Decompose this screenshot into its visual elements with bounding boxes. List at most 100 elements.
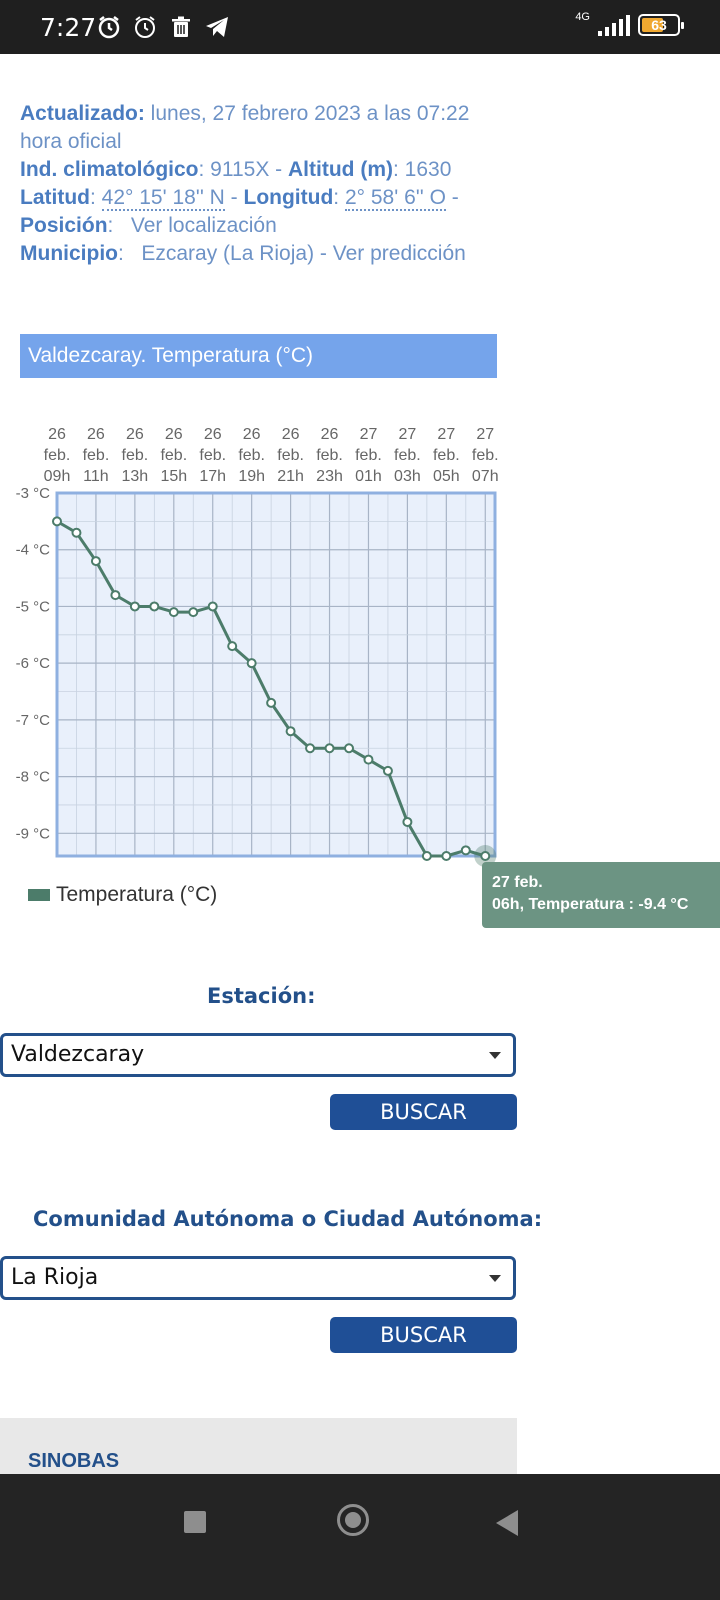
- home-circle-icon[interactable]: [337, 1504, 369, 1536]
- battery-fill: [642, 18, 663, 32]
- municipality-line: Municipio: Ezcaray (La Rioja) - Ver pred…: [20, 242, 466, 265]
- chart-title: Valdezcaray. Temperatura (°C): [20, 334, 497, 378]
- community-label: Comunidad Autónoma o Ciudad Autónoma:: [33, 1207, 543, 1231]
- y-tick-label: -6 °C: [16, 655, 51, 672]
- x-tick-label: 19h: [238, 468, 265, 485]
- data-point: [110, 590, 121, 601]
- updated-value: lunes, 27 febrero 2023 a las 07:22 hora …: [20, 102, 470, 153]
- y-tick-label: -9 °C: [16, 825, 51, 842]
- status-time: 7:27: [40, 13, 97, 42]
- data-point: [52, 516, 62, 527]
- y-tick-label: -8 °C: [16, 769, 51, 786]
- battery-level: 63: [651, 17, 667, 33]
- recents-square-icon[interactable]: [184, 1511, 206, 1533]
- legend-label: Temperatura (°C): [56, 883, 218, 906]
- x-tick-label: 26: [243, 426, 261, 443]
- y-tick-label: -5 °C: [16, 598, 51, 615]
- climatological-value: : 9115X -: [198, 158, 289, 181]
- data-point: [480, 851, 491, 861]
- x-tick-label: feb.: [199, 447, 226, 464]
- chart-legend[interactable]: Temperatura (°C): [28, 883, 217, 907]
- x-tick-label: 27: [437, 426, 455, 443]
- x-tick-label: feb.: [316, 447, 343, 464]
- x-tick-label: 27: [399, 426, 417, 443]
- position-label: Posición: [20, 214, 108, 237]
- data-point: [324, 743, 335, 754]
- data-point: [421, 851, 432, 861]
- x-tick-label: 27: [360, 426, 378, 443]
- position-line: Posición: Ver localización: [20, 214, 277, 237]
- municipality-link[interactable]: Ezcaray (La Rioja) - Ver predicción: [141, 242, 466, 265]
- x-tick-label: feb.: [433, 447, 460, 464]
- station-search-button[interactable]: BUSCAR: [330, 1094, 517, 1130]
- trash-icon: [168, 14, 194, 40]
- data-point: [246, 658, 257, 669]
- tooltip-date: 27 feb.: [492, 874, 543, 891]
- coordinates-line: Latitud: 42° 15' 18'' N - Longitud: 2° 5…: [20, 186, 459, 211]
- climatological-line: Ind. climatológico: 9115X - Altitud (m):…: [20, 156, 500, 184]
- data-point: [168, 607, 179, 618]
- x-tick-label: 26: [321, 426, 339, 443]
- legend-swatch: [28, 889, 50, 901]
- longitude-value: 2° 58' 6'' O: [344, 186, 446, 211]
- altitude-value: : 1630: [393, 158, 452, 181]
- x-tick-label: 26: [87, 426, 105, 443]
- tooltip-value: 06h, Temperatura : -9.4 °C: [492, 896, 689, 913]
- signal-icon: [598, 14, 630, 36]
- y-tick-label: -7 °C: [16, 712, 51, 729]
- data-point: [363, 754, 374, 765]
- x-tick-label: 17h: [199, 468, 226, 485]
- data-point: [441, 851, 452, 861]
- status-bar: 7:27 4G 63: [0, 0, 720, 54]
- data-point: [149, 601, 160, 612]
- data-point: [207, 601, 218, 612]
- chart-tooltip: 27 feb. 06h, Temperatura : -9.4 °C: [482, 862, 720, 928]
- community-selected-value: La Rioja: [11, 1265, 99, 1290]
- alarm-icon: [132, 14, 158, 40]
- x-tick-label: feb.: [277, 447, 304, 464]
- x-tick-label: 26: [48, 426, 66, 443]
- altitude-label: Altitud (m): [288, 158, 393, 181]
- data-point: [188, 607, 199, 618]
- plot-border: [55, 491, 497, 858]
- longitude-label: Longitud: [243, 186, 334, 209]
- x-tick-label: 15h: [160, 468, 187, 485]
- sinobas-section[interactable]: SINOBAS: [0, 1418, 517, 1474]
- x-tick-label: 11h: [83, 468, 109, 485]
- data-point: [344, 743, 354, 754]
- x-tick-label: 07h: [472, 468, 499, 485]
- chevron-down-icon: [489, 1052, 501, 1059]
- x-tick-label: 13h: [122, 468, 149, 485]
- navigation-bar: [0, 1474, 720, 1600]
- x-tick-label: 26: [204, 426, 222, 443]
- data-point: [266, 697, 277, 708]
- community-search-button[interactable]: BUSCAR: [330, 1317, 517, 1353]
- data-point: [382, 765, 393, 776]
- latitude-label: Latitud: [20, 186, 90, 209]
- data-point: [305, 743, 316, 754]
- station-label: Estación:: [207, 984, 316, 1008]
- x-tick-label: 21h: [277, 468, 304, 485]
- station-selected-value: Valdezcaray: [11, 1042, 145, 1067]
- back-triangle-icon[interactable]: [496, 1510, 518, 1536]
- x-tick-label: 09h: [44, 468, 71, 485]
- battery-icon: 63: [638, 14, 684, 36]
- municipality-label: Municipio: [20, 242, 118, 265]
- x-tick-label: 01h: [355, 468, 382, 485]
- x-tick-label: feb.: [122, 447, 149, 464]
- sinobas-link[interactable]: SINOBAS: [28, 1450, 120, 1472]
- station-info: Actualizado: lunes, 27 febrero 2023 a la…: [20, 100, 500, 268]
- status-system-icons: 4G 63: [575, 11, 684, 36]
- data-point: [129, 601, 140, 612]
- latitude-value: 42° 15' 18'' N: [101, 186, 225, 211]
- x-tick-label: feb.: [238, 447, 265, 464]
- community-select[interactable]: La Rioja: [0, 1256, 516, 1300]
- temperature-chart[interactable]: 26 feb. 09h 26 feb. 11h 26 feb. 13h 26 feb. 15h 26 fe…: [0, 415, 720, 945]
- data-point: [227, 641, 238, 652]
- x-tick-label: 03h: [394, 468, 421, 485]
- position-link[interactable]: Ver localización: [130, 214, 277, 237]
- x-tick-label: 26: [126, 426, 144, 443]
- station-select[interactable]: Valdezcaray: [0, 1033, 516, 1077]
- y-tick-label: -3 °C: [16, 485, 51, 502]
- x-tick-label: feb.: [160, 447, 187, 464]
